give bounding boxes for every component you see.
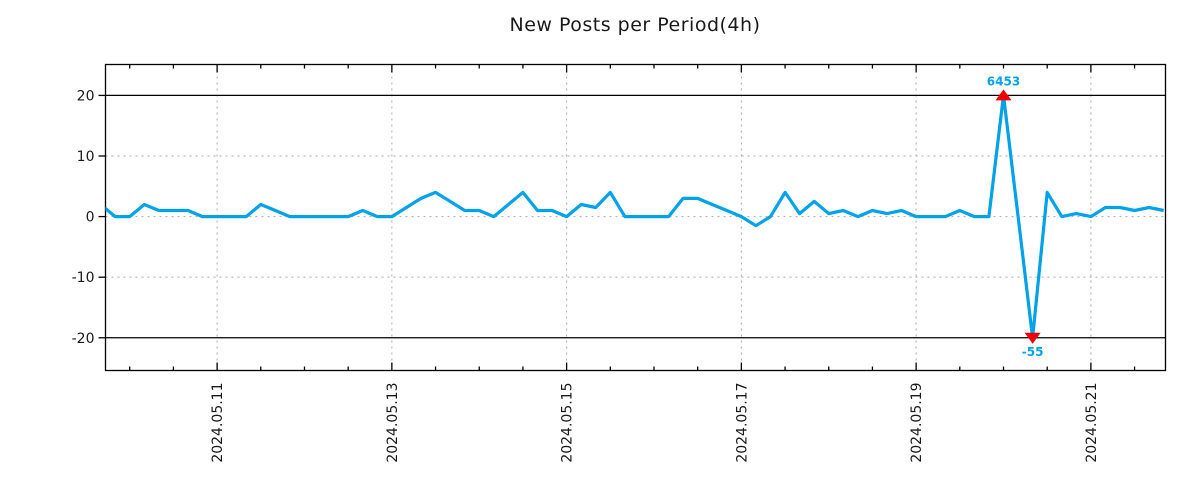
trough-value-label: -55 xyxy=(1022,345,1044,359)
y-tick-label: 20 xyxy=(77,88,95,104)
y-tick-label: 0 xyxy=(86,210,95,226)
y-tick-label: -20 xyxy=(72,331,95,347)
x-tick-label: 2024.05.15 xyxy=(560,383,576,463)
trough-marker-icon xyxy=(1024,332,1041,344)
x-tick-label: 2024.05.13 xyxy=(385,383,401,463)
x-tick-label: 2024.05.21 xyxy=(1084,383,1100,463)
data-series-line xyxy=(105,93,1165,340)
plot-border xyxy=(104,63,1167,372)
chart-title: New Posts per Period(4h) xyxy=(509,14,761,36)
y-tick-label: -10 xyxy=(72,270,95,286)
y-tick-label: 10 xyxy=(77,149,95,165)
peak-value-label: 6453 xyxy=(987,74,1020,88)
peak-marker-icon xyxy=(995,89,1012,101)
x-tick-label: 2024.05.11 xyxy=(210,383,226,463)
x-tick-label: 2024.05.17 xyxy=(734,383,750,463)
x-tick-label: 2024.05.19 xyxy=(909,383,925,463)
